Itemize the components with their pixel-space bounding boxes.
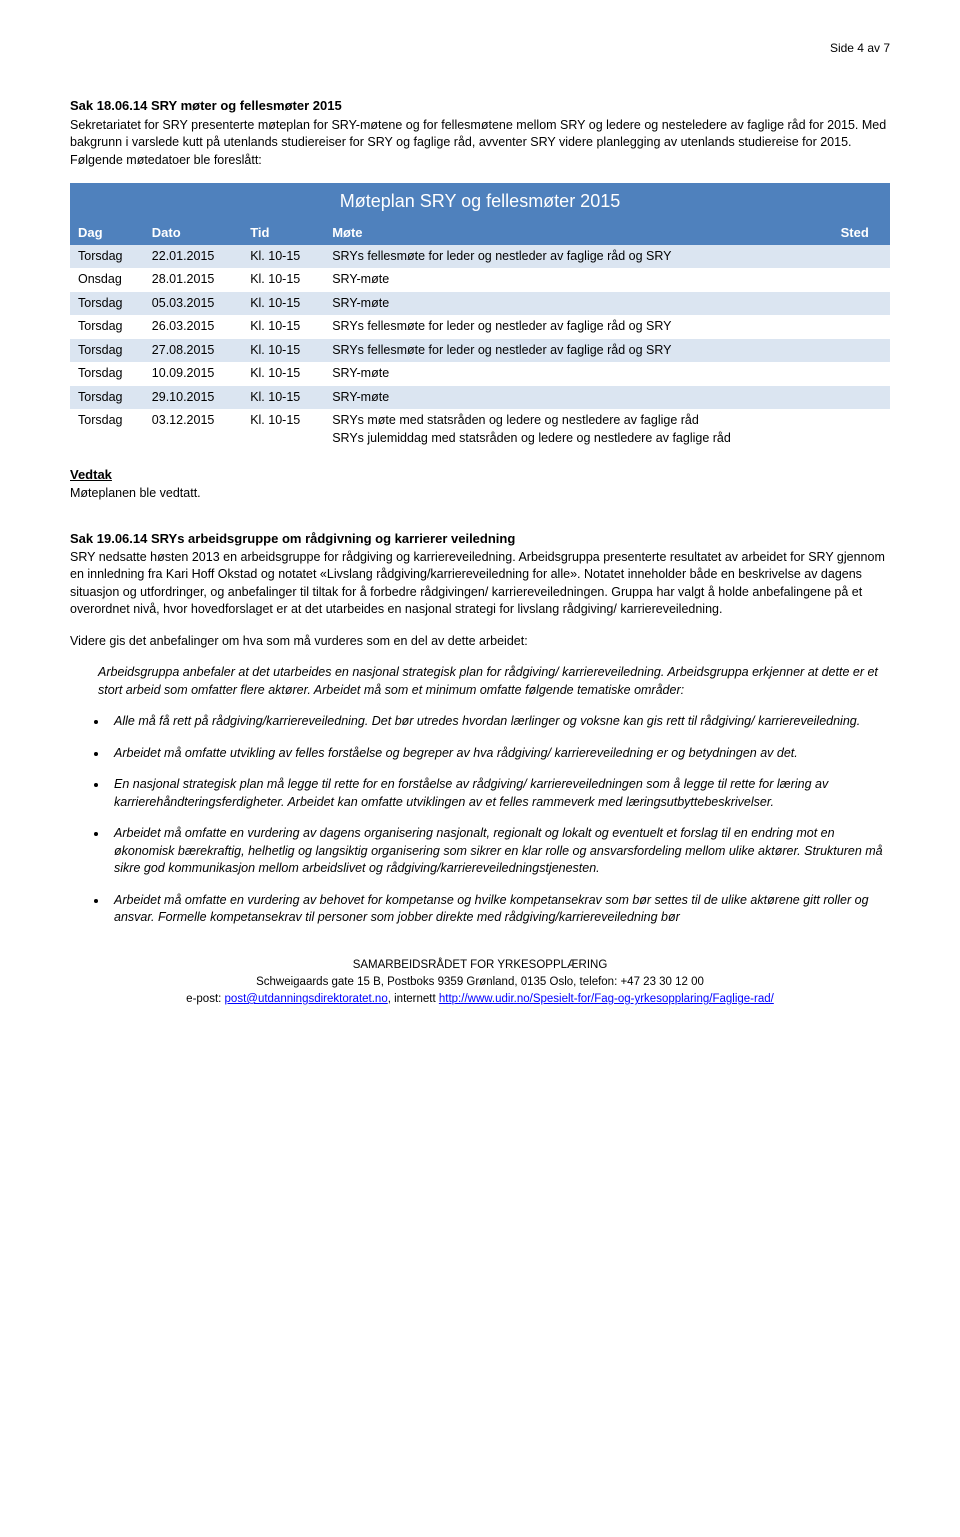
cell-dag: Torsdag xyxy=(70,362,144,386)
table-header-row: Dag Dato Tid Møte Sted xyxy=(70,221,890,245)
cell-tid: Kl. 10-15 xyxy=(242,409,324,450)
cell-dag: Torsdag xyxy=(70,245,144,269)
footer: SAMARBEIDSRÅDET FOR YRKESOPPLÆRING Schwe… xyxy=(70,957,890,1009)
sak19-p3: Arbeidsgruppa anbefaler at det utarbeide… xyxy=(98,664,890,699)
bullet-item: Arbeidet må omfatte utvikling av felles … xyxy=(108,745,890,763)
sak19-bullets: Alle må få rett på rådgiving/karrierevei… xyxy=(108,713,890,927)
cell-mote: SRY-møte xyxy=(324,386,832,410)
cell-mote: SRYs møte med statsråden og ledere og ne… xyxy=(324,409,832,450)
cell-dato: 03.12.2015 xyxy=(144,409,242,450)
page-number: Side 4 av 7 xyxy=(70,40,890,57)
cell-dag: Torsdag xyxy=(70,315,144,339)
cell-tid: Kl. 10-15 xyxy=(242,245,324,269)
cell-dag: Torsdag xyxy=(70,339,144,363)
vedtak-text: Møteplanen ble vedtatt. xyxy=(70,485,890,503)
sak19-p2: Videre gis det anbefalinger om hva som m… xyxy=(70,633,890,651)
sak19-p1: SRY nedsatte høsten 2013 en arbeidsgrupp… xyxy=(70,550,885,617)
cell-dag: Onsdag xyxy=(70,268,144,292)
table-row: Torsdag05.03.2015Kl. 10-15SRY-møte xyxy=(70,292,890,316)
footer-line2: Schweigaards gate 15 B, Postboks 9359 Gr… xyxy=(70,974,890,991)
cell-tid: Kl. 10-15 xyxy=(242,315,324,339)
cell-dag: Torsdag xyxy=(70,409,144,450)
cell-mote: SRY-møte xyxy=(324,292,832,316)
cell-sted xyxy=(833,268,890,292)
cell-mote: SRY-møte xyxy=(324,362,832,386)
vedtak-heading: Vedtak xyxy=(70,466,890,484)
table-title: Møteplan SRY og fellesmøter 2015 xyxy=(70,183,890,220)
table-row: Torsdag26.03.2015Kl. 10-15SRYs fellesmøt… xyxy=(70,315,890,339)
th-mote: Møte xyxy=(324,221,832,245)
footer-email-link[interactable]: post@utdanningsdirektoratet.no xyxy=(225,993,388,1005)
cell-dato: 27.08.2015 xyxy=(144,339,242,363)
table-row: Torsdag10.09.2015Kl. 10-15SRY-møte xyxy=(70,362,890,386)
table-row: Torsdag03.12.2015Kl. 10-15SRYs møte med … xyxy=(70,409,890,450)
cell-mote: SRYs fellesmøte for leder og nestleder a… xyxy=(324,245,832,269)
cell-sted xyxy=(833,315,890,339)
footer-line3-mid: , internett xyxy=(388,993,439,1005)
cell-sted xyxy=(833,362,890,386)
cell-dag: Torsdag xyxy=(70,292,144,316)
table-row: Torsdag22.01.2015Kl. 10-15SRYs fellesmøt… xyxy=(70,245,890,269)
footer-line1: SAMARBEIDSRÅDET FOR YRKESOPPLÆRING xyxy=(70,957,890,974)
bullet-item: Arbeidet må omfatte en vurdering av beho… xyxy=(108,892,890,927)
cell-dato: 05.03.2015 xyxy=(144,292,242,316)
bullet-item: En nasjonal strategisk plan må legge til… xyxy=(108,776,890,811)
sak18-para: Sekretariatet for SRY presenterte møtepl… xyxy=(70,117,890,170)
cell-tid: Kl. 10-15 xyxy=(242,339,324,363)
cell-tid: Kl. 10-15 xyxy=(242,362,324,386)
cell-dato: 22.01.2015 xyxy=(144,245,242,269)
th-tid: Tid xyxy=(242,221,324,245)
cell-dato: 29.10.2015 xyxy=(144,386,242,410)
table-row: Torsdag27.08.2015Kl. 10-15SRYs fellesmøt… xyxy=(70,339,890,363)
cell-sted xyxy=(833,292,890,316)
footer-line3: e-post: post@utdanningsdirektoratet.no, … xyxy=(70,991,890,1008)
cell-mote: SRYs fellesmøte for leder og nestleder a… xyxy=(324,339,832,363)
footer-line3-prefix: e-post: xyxy=(186,993,224,1005)
cell-tid: Kl. 10-15 xyxy=(242,386,324,410)
footer-url-link[interactable]: http://www.udir.no/Spesielt-for/Fag-og-y… xyxy=(439,993,774,1005)
cell-dato: 28.01.2015 xyxy=(144,268,242,292)
th-sted: Sted xyxy=(833,221,890,245)
cell-tid: Kl. 10-15 xyxy=(242,268,324,292)
cell-sted xyxy=(833,386,890,410)
cell-tid: Kl. 10-15 xyxy=(242,292,324,316)
table-row: Torsdag29.10.2015Kl. 10-15SRY-møte xyxy=(70,386,890,410)
bullet-item: Arbeidet må omfatte en vurdering av dage… xyxy=(108,825,890,878)
cell-dato: 10.09.2015 xyxy=(144,362,242,386)
cell-dag: Torsdag xyxy=(70,386,144,410)
cell-sted xyxy=(833,409,890,450)
th-dag: Dag xyxy=(70,221,144,245)
th-dato: Dato xyxy=(144,221,242,245)
sak18-p1: Sekretariatet for SRY presenterte møtepl… xyxy=(70,118,858,132)
sak18-title: Sak 18.06.14 SRY møter og fellesmøter 20… xyxy=(70,97,890,115)
sak19-title: Sak 19.06.14 SRYs arbeidsgruppe om rådgi… xyxy=(70,531,515,546)
sak19-block: Sak 19.06.14 SRYs arbeidsgruppe om rådgi… xyxy=(70,530,890,619)
table-row: Onsdag28.01.2015Kl. 10-15SRY-møte xyxy=(70,268,890,292)
cell-mote: SRY-møte xyxy=(324,268,832,292)
cell-mote: SRYs fellesmøte for leder og nestleder a… xyxy=(324,315,832,339)
meeting-table: Møteplan SRY og fellesmøter 2015 Dag Dat… xyxy=(70,183,890,450)
cell-sted xyxy=(833,245,890,269)
bullet-item: Alle må få rett på rådgiving/karrierevei… xyxy=(108,713,890,731)
cell-sted xyxy=(833,339,890,363)
cell-dato: 26.03.2015 xyxy=(144,315,242,339)
